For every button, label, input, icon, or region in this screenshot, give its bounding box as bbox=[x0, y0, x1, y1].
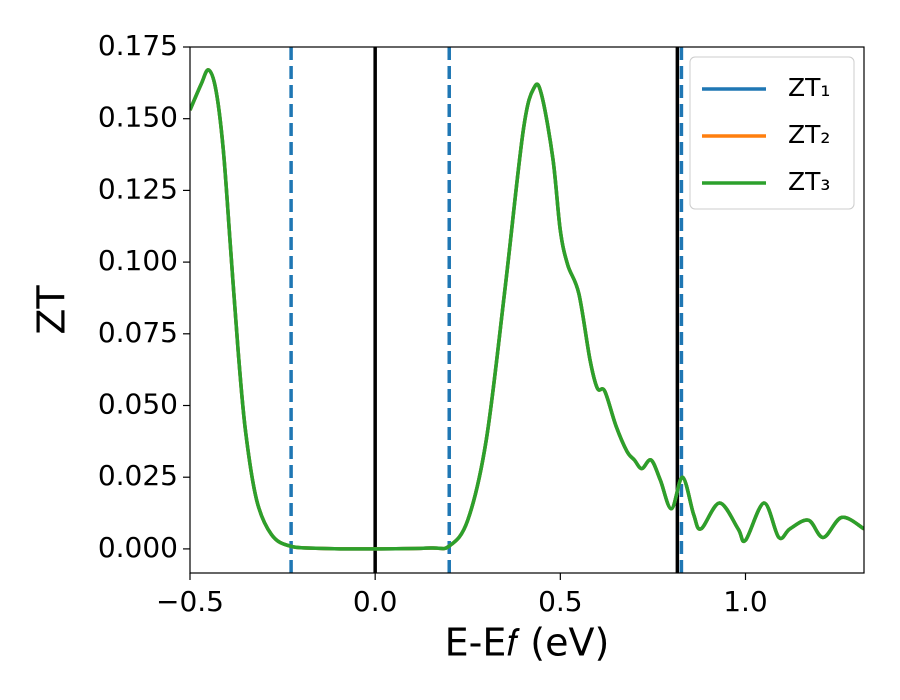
x-axis-label: E-E𝑓 (eV) bbox=[445, 621, 610, 665]
y-tick-label: 0.075 bbox=[98, 316, 178, 349]
y-tick-label: 0.050 bbox=[98, 388, 178, 421]
y-tick-label: 0.025 bbox=[98, 459, 178, 492]
legend-label: ZT₁ bbox=[788, 73, 830, 102]
series-line bbox=[190, 68, 864, 551]
x-tick-label: 0.5 bbox=[538, 585, 583, 618]
y-tick-label: 0.000 bbox=[98, 531, 178, 564]
y-tick-label: 0.125 bbox=[98, 172, 178, 205]
y-tick-label: 0.175 bbox=[98, 29, 178, 62]
x-tick-label: 1.0 bbox=[723, 585, 768, 618]
legend-label: ZT₂ bbox=[788, 120, 830, 149]
legend-box bbox=[689, 56, 855, 210]
y-tick-label: 0.100 bbox=[98, 244, 178, 277]
y-tick-label: 0.150 bbox=[98, 101, 178, 134]
x-tick-label: −0.5 bbox=[156, 585, 224, 618]
x-tick-label: 0.0 bbox=[353, 585, 398, 618]
legend-label: ZT₃ bbox=[788, 167, 830, 196]
y-axis-label: ZT bbox=[30, 285, 74, 335]
plot-frame bbox=[189, 46, 865, 574]
